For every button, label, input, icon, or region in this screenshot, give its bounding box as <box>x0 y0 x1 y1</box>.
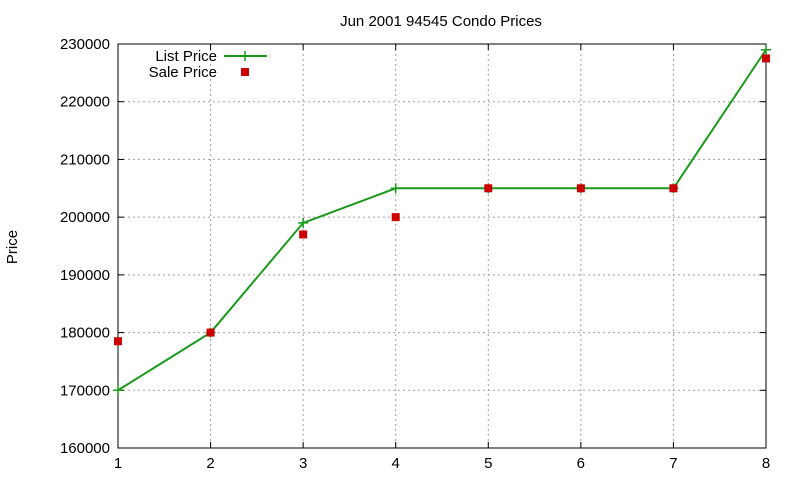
sale-price-point <box>484 184 493 193</box>
x-tick-label: 5 <box>484 455 492 472</box>
x-tick-label: 3 <box>299 455 307 472</box>
x-tick-label: 7 <box>669 455 677 472</box>
y-tick-label: 210000 <box>60 151 110 168</box>
y-axis-label: Price <box>4 230 21 264</box>
sale-price-point <box>576 184 585 193</box>
sale-price-point <box>669 184 678 193</box>
chart-title: Jun 2001 94545 Condo Prices <box>340 13 542 30</box>
y-tick-label: 170000 <box>60 382 110 399</box>
plot-frame <box>117 43 767 449</box>
y-tick-label: 180000 <box>60 325 110 342</box>
grid-lines <box>118 44 766 448</box>
list-price-point <box>390 183 401 194</box>
legend-square-swatch <box>241 68 249 76</box>
x-tick-label: 4 <box>392 455 400 472</box>
y-tick-label: 220000 <box>60 94 110 111</box>
list-price-point <box>298 217 309 228</box>
axis-ticks: 1 2 3 4 5 6 7 8 160000 170000 180000 190000 200000 21… <box>60 36 770 472</box>
legend-plus-swatch <box>240 51 250 61</box>
list-price-point <box>761 44 771 55</box>
x-tick-label: 2 <box>206 455 214 472</box>
sale-price-point <box>299 230 308 239</box>
sale-price-point <box>206 328 215 337</box>
legend-label: List Price <box>155 48 217 65</box>
sale-price-point <box>114 337 122 346</box>
x-tick-label: 8 <box>762 455 770 472</box>
series-line-list-price <box>117 49 767 392</box>
y-tick-label: 230000 <box>60 36 110 53</box>
series-layer <box>113 44 771 396</box>
sale-price-point <box>762 54 770 63</box>
sale-price-point <box>391 213 400 222</box>
x-tick-label: 1 <box>114 455 122 472</box>
y-tick-label: 190000 <box>60 267 110 284</box>
legend-label: Sale Price <box>149 64 217 81</box>
y-tick-label: 200000 <box>60 209 110 226</box>
list-price-point <box>113 385 123 396</box>
x-tick-label: 6 <box>577 455 585 472</box>
y-tick-label: 160000 <box>60 440 110 457</box>
